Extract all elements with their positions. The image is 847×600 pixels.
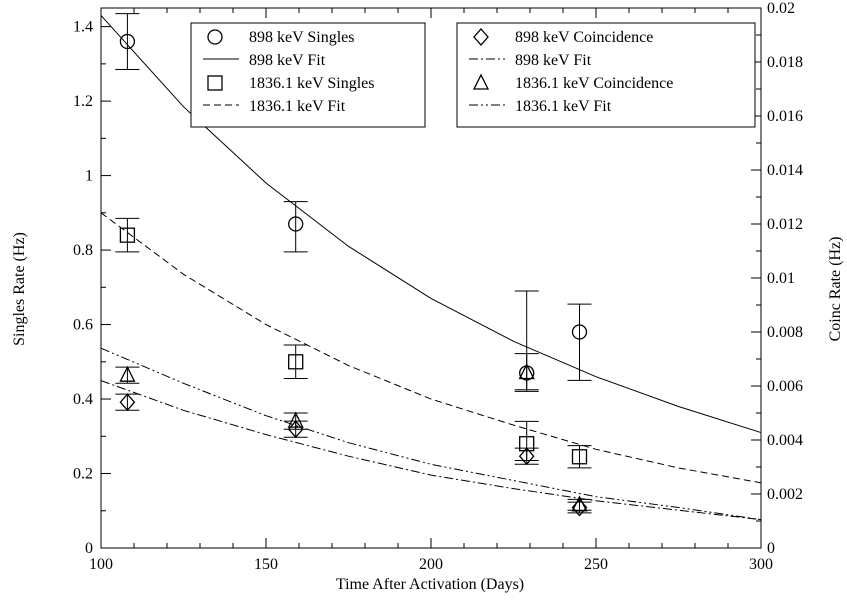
x-tick-label: 250 <box>584 556 608 573</box>
x-tick-label: 150 <box>254 556 278 573</box>
legend-box <box>190 22 426 128</box>
circle-legend-marker <box>207 29 223 45</box>
y-tick-label-right: 0.008 <box>767 324 803 341</box>
y-tick-label-right: 0.002 <box>767 486 803 503</box>
y-tick-label-right: 0.02 <box>767 0 795 17</box>
y-tick-label-right: 0.014 <box>767 162 803 179</box>
fit-curve-1 <box>100 212 762 484</box>
y-tick-label-left: 0 <box>85 540 93 557</box>
legend: 898 keV Singles 898 keV Fit 1836.1 keV Sin… <box>190 22 756 128</box>
triangle-point <box>518 363 535 380</box>
data-points <box>115 13 592 517</box>
legend-label: 898 keV Coincidence <box>515 29 653 46</box>
y-tick-label-right: 0 <box>767 540 775 557</box>
square-point <box>288 354 304 370</box>
fit-curves <box>100 15 762 521</box>
y-tick-label-right: 0.016 <box>767 108 803 125</box>
square-point <box>571 449 588 465</box>
fit-curve-3 <box>100 347 762 521</box>
circle-point <box>571 324 588 340</box>
legend-label: 1836.1 keV Fit <box>249 98 346 115</box>
legend-label: 1836.1 keV Singles <box>249 75 374 92</box>
x-tick-label: 200 <box>419 556 443 573</box>
triangle-point <box>119 365 136 382</box>
y-tick-label-right: 0.01 <box>767 270 795 287</box>
x-axis-label: Time After Activation (Days) <box>336 576 524 593</box>
circle-point <box>119 33 136 50</box>
legend-label: 898 keV Fit <box>515 52 592 69</box>
legend-label: 898 keV Singles <box>249 29 354 46</box>
square-point <box>119 227 136 243</box>
axis-ticks: 100 150 200 250 30000.20.40.60.811.21.400.00… <box>73 0 803 573</box>
diamond-legend-marker <box>473 28 489 46</box>
fit-curve-2 <box>100 380 762 521</box>
y-axis-label-right: Coinc Rate (Hz) <box>827 237 844 342</box>
y-tick-label-left: 0.2 <box>73 466 93 483</box>
y-tick-label-left: 1.2 <box>73 93 93 110</box>
legend-label: 898 keV Fit <box>249 52 326 69</box>
square-legend-marker <box>207 75 223 91</box>
triangle-legend-marker <box>472 73 490 90</box>
y-tick-label-right: 0.018 <box>767 54 803 71</box>
x-tick-label: 300 <box>749 556 773 573</box>
diamond-point <box>518 447 535 466</box>
legend-label: 1836.1 keV Fit <box>515 98 612 115</box>
y-tick-label-left: 1 <box>85 168 93 185</box>
y-tick-label-left: 0.6 <box>73 317 93 334</box>
triangle-point <box>287 411 304 428</box>
legend-box <box>456 22 756 128</box>
circle-point <box>288 216 304 232</box>
fit-curve-0 <box>100 15 762 434</box>
y-axis-label-left: Singles Rate (Hz) <box>11 232 28 346</box>
diamond-point <box>119 393 136 412</box>
y-tick-label-right: 0.006 <box>767 378 803 395</box>
legend-label: 1836.1 keV Coincidence <box>515 75 673 92</box>
triangle-point <box>571 495 588 512</box>
x-tick-label: 100 <box>89 556 113 573</box>
y-tick-label-left: 1.4 <box>73 19 93 36</box>
y-tick-label-right: 0.012 <box>767 216 803 233</box>
y-tick-label-right: 0.004 <box>767 432 803 449</box>
y-tick-label-left: 0.4 <box>73 391 93 408</box>
y-tick-label-left: 0.8 <box>73 242 93 259</box>
